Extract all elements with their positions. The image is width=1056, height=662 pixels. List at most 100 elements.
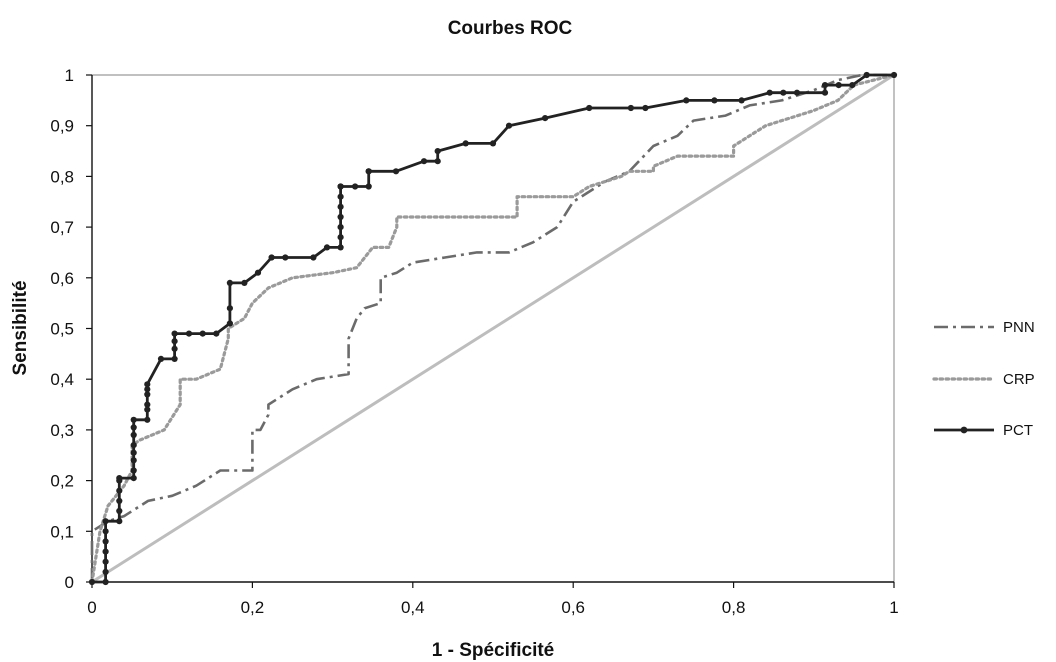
data-point-pct: [642, 104, 649, 112]
x-tick-label: 1: [889, 598, 898, 617]
y-axis-ticks: 0 0,1 0,2 0,3 0,4 0,5 0,6 0,7 0,8 0,9 1: [50, 66, 92, 592]
data-point-pct: [157, 355, 165, 362]
series-line-crp: [90, 73, 896, 584]
data-point-pct: [116, 497, 123, 504]
data-point-pct: [323, 244, 331, 251]
data-point-pct: [337, 234, 344, 241]
data-point-pct: [185, 330, 193, 337]
y-tick-label: 0,6: [50, 269, 74, 288]
y-tick-label: 0,5: [50, 320, 74, 339]
data-point-pct: [821, 82, 829, 89]
data-point-pct: [337, 183, 344, 190]
y-tick-label: 1: [65, 66, 74, 85]
data-point-pct: [144, 401, 151, 408]
data-point-pct: [780, 89, 787, 96]
data-point-pct: [835, 82, 842, 89]
data-point-pct: [144, 406, 151, 413]
data-point-pct: [144, 381, 151, 388]
data-point-pct: [171, 355, 178, 362]
x-axis-ticks: 0 0,2 0,4 0,6 0,8 1: [87, 582, 899, 617]
data-point-pct: [226, 320, 233, 327]
data-point-pct: [171, 345, 178, 352]
legend: PNN CRP PCT: [932, 319, 1035, 439]
data-point-pct: [102, 528, 109, 535]
data-point-pct: [102, 548, 109, 555]
data-point-pct: [282, 254, 289, 261]
data-point-pct: [310, 254, 317, 261]
data-point-pct: [102, 538, 109, 545]
data-point-pct: [586, 104, 593, 112]
data-point-pct: [793, 89, 801, 96]
series-layer: [88, 71, 898, 586]
x-axis-title: 1 - Spécificité: [432, 640, 555, 661]
data-point-pct: [738, 97, 745, 104]
data-point-pct: [627, 104, 635, 112]
data-point-pct: [130, 475, 137, 482]
data-point-pct: [199, 330, 206, 337]
data-point-pct: [130, 457, 137, 464]
data-point-pct: [821, 89, 829, 96]
y-tick-label: 0,4: [50, 370, 74, 389]
data-point-pct: [890, 71, 898, 79]
data-point-pct: [337, 244, 344, 251]
x-tick-label: 0,2: [241, 598, 265, 617]
data-point-pct: [171, 330, 178, 337]
y-tick-label: 0,3: [50, 421, 74, 440]
legend-label-crp: CRP: [1003, 371, 1035, 388]
data-point-pct: [116, 518, 123, 525]
data-point-pct: [849, 82, 856, 89]
y-tick-label: 0,9: [50, 117, 74, 136]
data-point-pct: [337, 224, 344, 231]
data-point-pct: [863, 71, 870, 79]
data-point-pct: [766, 89, 773, 96]
data-point-pct: [130, 467, 137, 474]
y-tick-label: 0,7: [50, 218, 74, 237]
data-point-pct: [434, 148, 441, 155]
data-point-pct: [226, 305, 233, 312]
x-tick-label: 0,8: [722, 598, 746, 617]
data-point-pct: [130, 431, 137, 439]
data-point-pct: [337, 213, 344, 221]
data-point-pct: [144, 391, 151, 398]
y-tick-label: 0,8: [50, 167, 74, 186]
data-point-pct: [171, 338, 178, 345]
data-point-pct: [130, 424, 137, 431]
legend-marker-pct: [960, 426, 968, 434]
data-point-pct: [352, 183, 359, 190]
data-point-pct: [542, 115, 549, 122]
x-tick-label: 0,6: [561, 598, 585, 617]
data-point-pct: [130, 449, 137, 456]
legend-label-pct: PCT: [1003, 422, 1033, 439]
data-point-pct: [213, 330, 220, 337]
data-point-pct: [130, 442, 137, 449]
data-point-pct: [489, 140, 497, 147]
data-point-pct: [102, 578, 109, 586]
data-point-pct: [130, 416, 137, 423]
data-point-pct: [88, 578, 96, 586]
y-axis-title: Sensibilité: [10, 280, 31, 375]
data-point-pct: [683, 97, 690, 104]
data-point-pct: [116, 487, 123, 494]
data-point-pct: [226, 279, 233, 286]
data-point-pct: [392, 168, 400, 175]
data-point-pct: [365, 168, 372, 175]
data-point-pct: [505, 122, 513, 129]
data-point-pct: [144, 386, 151, 393]
series-line-pnn: [90, 73, 894, 582]
data-point-pct: [102, 558, 109, 565]
y-tick-label: 0,1: [50, 522, 74, 541]
data-point-pct: [462, 140, 469, 147]
data-point-pct: [711, 97, 718, 104]
data-point-pct: [102, 568, 109, 576]
y-tick-label: 0: [65, 573, 74, 592]
data-point-pct: [434, 158, 441, 165]
data-point-pct: [337, 203, 344, 210]
x-tick-label: 0: [87, 598, 96, 617]
data-point-pct: [241, 279, 248, 286]
y-tick-label: 0,2: [50, 472, 74, 491]
data-point-pct: [116, 507, 123, 515]
data-point-pct: [420, 158, 428, 165]
legend-label-pnn: PNN: [1003, 319, 1035, 336]
data-point-pct: [102, 518, 109, 525]
